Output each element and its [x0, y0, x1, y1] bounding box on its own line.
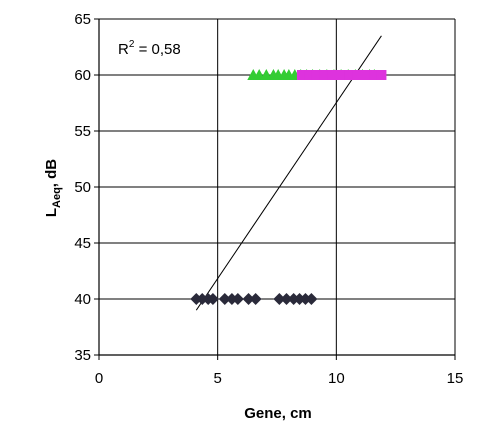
data-point-square	[376, 70, 387, 80]
x-tick-label: 0	[95, 370, 103, 387]
y-tick-label: 45	[74, 235, 91, 252]
x-tick-label: 5	[213, 370, 221, 387]
y-tick-label: 35	[74, 347, 91, 364]
data-point-diamond	[249, 293, 262, 305]
data-point-diamond	[218, 293, 231, 305]
data-point-square	[311, 70, 322, 80]
data-point-diamond	[242, 293, 255, 305]
y-tick-label: 40	[74, 291, 91, 308]
y-tick-label: 55	[74, 123, 91, 140]
trendline	[195, 35, 382, 311]
y-axis-title: LAeq, dB	[43, 159, 63, 217]
data-point-square	[327, 70, 338, 80]
r2-power: 2	[129, 39, 135, 50]
grid	[99, 18, 456, 355]
data-point-diamond	[231, 293, 244, 305]
data-point-square	[319, 70, 330, 80]
y-tick-label: 65	[74, 11, 91, 28]
data-points	[190, 69, 387, 305]
trendline-group	[195, 35, 382, 311]
data-point-square	[361, 70, 371, 80]
r-squared-label: R2 = 0,58	[118, 39, 181, 58]
tick-labels: 35 40 45 50 55 60 65 0 5 10 15	[74, 11, 463, 387]
r2-suffix: = 0,58	[134, 41, 180, 58]
y-tick-label: 50	[74, 179, 91, 196]
x-tick-label: 15	[447, 370, 464, 387]
data-point-square	[296, 70, 307, 80]
x-axis-title: Gene, cm	[244, 405, 312, 422]
y-axis-title-sub: Aeq	[51, 187, 63, 208]
data-point-square	[336, 70, 347, 80]
data-point-square	[304, 70, 315, 80]
y-axis-title-main: L	[43, 208, 60, 217]
axes	[94, 18, 456, 360]
r2-prefix: R	[118, 41, 129, 58]
y-tick-label: 60	[74, 67, 91, 84]
data-point-square	[344, 70, 355, 80]
data-point-diamond	[305, 293, 318, 305]
data-point-diamond	[273, 293, 286, 305]
data-point-square	[352, 70, 363, 80]
data-point-diamond	[206, 293, 219, 305]
data-point-square	[369, 70, 380, 80]
x-tick-label: 10	[328, 370, 345, 387]
y-axis-title-unit: , dB	[43, 159, 60, 187]
data-point-diamond	[280, 293, 293, 305]
